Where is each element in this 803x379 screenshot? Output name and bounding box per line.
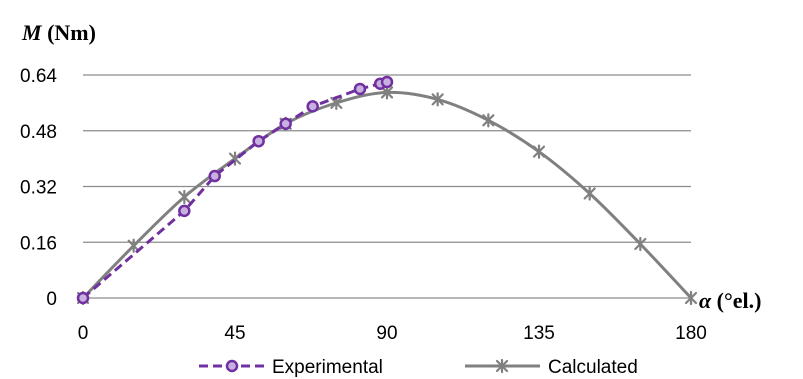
series-layer xyxy=(76,75,698,306)
data-point xyxy=(634,236,647,252)
y-tick-label: 0 xyxy=(46,289,57,310)
y-tick-label: 0.48 xyxy=(20,122,57,143)
data-point xyxy=(482,113,495,128)
legend-item-calculated: Calculated xyxy=(465,357,638,378)
data-point xyxy=(208,169,221,183)
svg-text:M (Nm): M (Nm) xyxy=(21,20,96,45)
legend-label: Experimental xyxy=(272,357,383,378)
y-axis-title: M (Nm) xyxy=(21,20,96,45)
x-tick-label: 135 xyxy=(523,323,555,344)
x-axis-symbol: α xyxy=(699,288,712,313)
series-line xyxy=(81,90,693,300)
data-point xyxy=(76,291,90,305)
data-point xyxy=(380,85,394,100)
series-experimental xyxy=(76,75,394,305)
data-point xyxy=(279,117,292,131)
gridlines xyxy=(83,74,691,243)
data-point xyxy=(684,290,698,306)
x-axis-unit: (°el.) xyxy=(711,288,761,313)
x-tick-labels: 0 45 90 135 180 xyxy=(78,323,707,344)
y-tick-label: 0.64 xyxy=(20,66,57,87)
data-point xyxy=(353,82,367,96)
svg-text:α (°el.): α (°el.) xyxy=(699,288,762,313)
series-line xyxy=(82,80,388,300)
legend-item-experimental: Experimental xyxy=(199,357,383,378)
data-point xyxy=(380,75,394,89)
legend-label: Calculated xyxy=(548,357,638,378)
data-point xyxy=(225,359,239,373)
data-point xyxy=(532,144,546,159)
data-point xyxy=(306,100,319,113)
data-point xyxy=(178,189,191,205)
data-point xyxy=(178,204,191,218)
y-tick-label: 0.32 xyxy=(20,178,57,199)
data-point xyxy=(583,186,596,201)
data-point xyxy=(431,92,444,107)
y-tick-labels: 0 0.16 0.32 0.48 0.64 xyxy=(20,66,57,310)
y-tick-label: 0.16 xyxy=(20,233,57,254)
x-axis-title: α (°el.) xyxy=(699,288,762,313)
x-tick-label: 90 xyxy=(376,323,397,344)
y-axis-unit: (Nm) xyxy=(42,20,96,45)
data-point xyxy=(495,358,509,374)
x-tick-label: 0 xyxy=(78,323,89,344)
legend: Experimental Calculated xyxy=(199,357,638,378)
data-point xyxy=(252,134,265,148)
x-tick-label: 45 xyxy=(224,323,245,344)
y-axis-symbol: M xyxy=(21,20,43,45)
data-point xyxy=(127,238,140,253)
x-tick-label: 180 xyxy=(675,323,707,344)
series-calculated xyxy=(76,85,698,306)
